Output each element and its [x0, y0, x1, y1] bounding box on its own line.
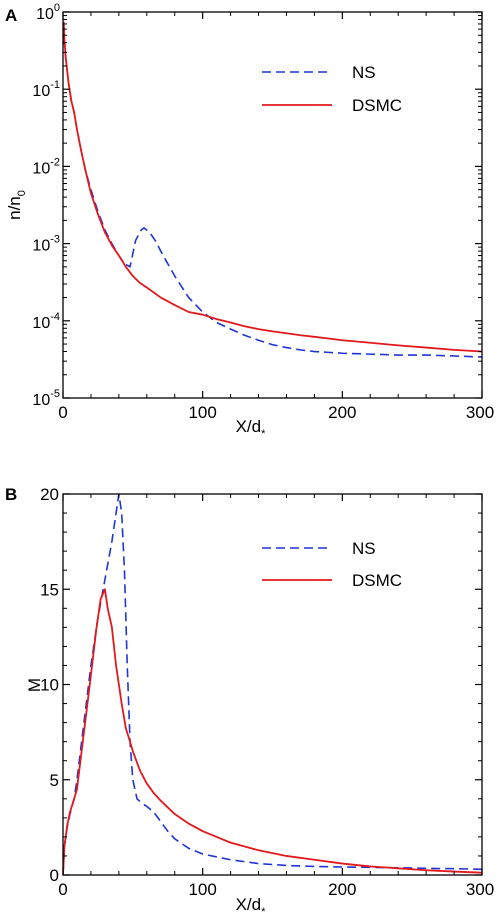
x-tick-label: 300: [466, 403, 494, 422]
plot-frame: [62, 493, 483, 876]
x-axis-label: X/d*: [236, 417, 267, 440]
y-axis-label: n/n0: [5, 190, 28, 220]
y-tick-label: 10-4: [32, 311, 60, 332]
y-axis-label: M: [25, 678, 44, 692]
panel-b: B 0 100 200 300 0 5 10 15 20 X/d* M NS DSMC: [5, 485, 494, 918]
x-tick-label: 0: [58, 403, 67, 422]
plot-frame: [62, 11, 483, 399]
y-tick-label: 10-5: [32, 388, 60, 409]
y-tick-label: 10-3: [32, 234, 60, 255]
y-tick-label: 100: [36, 2, 60, 23]
legend: NS DSMC: [262, 539, 402, 590]
panel-a: A 0 100 200 300 10-5 10-4 10-3 10-2 10-1 100 X/d* n/…: [5, 2, 494, 440]
x-axis-label: X/d*: [236, 895, 267, 917]
legend-label-dsmc: DSMC: [352, 96, 402, 115]
y-tick-label: 20: [40, 485, 59, 504]
y-tick-label: 10-1: [32, 79, 60, 100]
x-tick-label: 100: [188, 403, 216, 422]
y-tick-label: 0: [50, 866, 59, 885]
series-line-dsmc: [63, 588, 482, 875]
series-line-dsmc: [63, 21, 482, 353]
legend-label-dsmc: DSMC: [352, 571, 402, 590]
panel-label: A: [5, 6, 17, 25]
legend-label-ns: NS: [352, 63, 376, 82]
series-line-ns: [63, 23, 482, 358]
y-tick-label: 10: [40, 676, 59, 695]
panel-label: B: [5, 485, 17, 504]
legend-label-ns: NS: [352, 539, 376, 558]
y-tick-label: 10-2: [32, 156, 60, 177]
x-tick-label: 200: [328, 403, 356, 422]
y-tick-label: 5: [50, 771, 59, 790]
x-tick-label: 200: [328, 880, 356, 899]
series-line-ns: [63, 494, 482, 875]
x-tick-label: 0: [58, 880, 67, 899]
y-tick-label: 15: [40, 580, 59, 599]
legend: NS DSMC: [262, 63, 402, 115]
x-tick-label: 300: [466, 880, 494, 899]
x-tick-label: 100: [188, 880, 216, 899]
